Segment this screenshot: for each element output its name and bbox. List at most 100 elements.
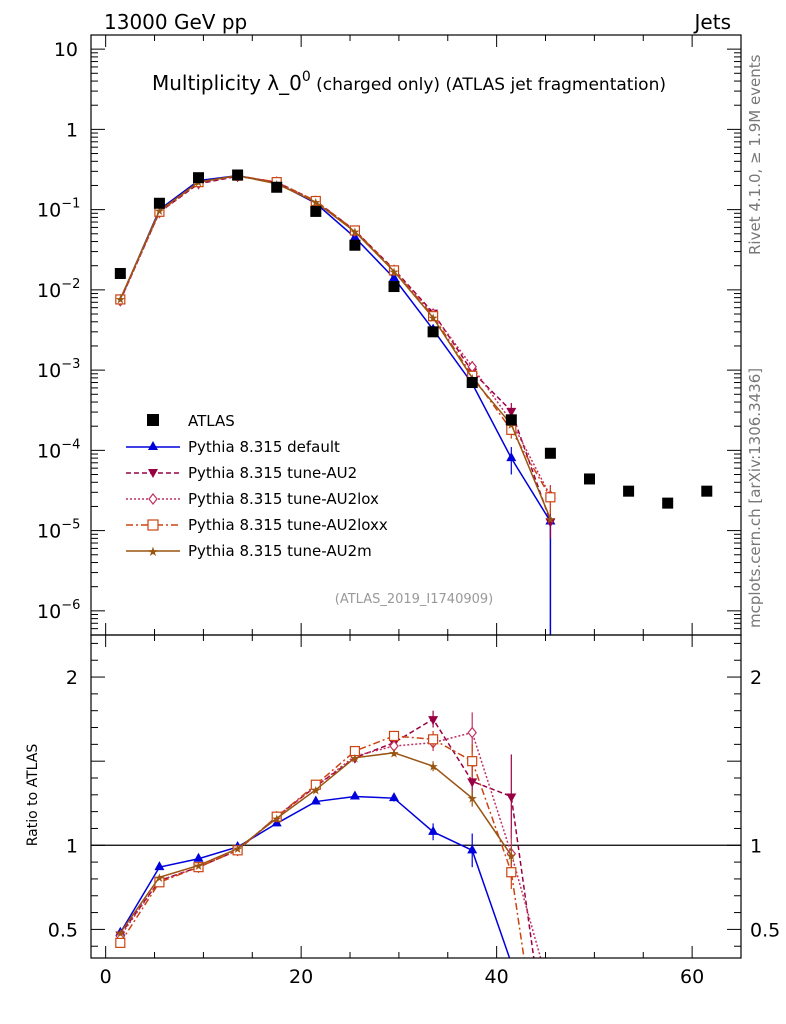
series-point-4: ★ — [154, 204, 165, 218]
legend-label-au2m: Pythia 8.315 tune-AU2m — [188, 542, 372, 560]
y-tick-base: 10 — [37, 521, 61, 543]
y-tick-label-ratio-left: 1 — [66, 835, 78, 857]
ratio-line-3 — [119, 735, 525, 958]
series-point-1 — [506, 407, 517, 417]
ratio-point-0 — [310, 795, 321, 805]
atlas-data-point — [349, 239, 361, 251]
ratio-point-3 — [115, 937, 126, 948]
series-point-4: ★ — [310, 196, 321, 210]
atlas-data-point — [114, 267, 126, 279]
legend-atlas-marker — [147, 414, 159, 426]
series-point-3 — [115, 294, 126, 305]
rivet-label: Rivet 4.1.0, ≥ 1.9M events — [746, 54, 764, 255]
ratio-line-2 — [119, 731, 542, 958]
energy-label: 13000 GeV pp — [104, 10, 247, 34]
series-point-4: ★ — [350, 225, 361, 239]
series-point-4: ★ — [389, 265, 400, 279]
atlas-data-point — [623, 485, 635, 497]
ratio-point-4: ★ — [350, 751, 361, 765]
x-tick-label: 20 — [289, 966, 313, 988]
y-tick-label-main: 10−1 — [37, 197, 80, 222]
series-point-3 — [349, 225, 361, 236]
atlas-data-point — [701, 485, 713, 497]
ratio-point-1 — [506, 793, 517, 803]
y-tick-exponent: −1 — [61, 197, 80, 212]
y-tick-label-main: 10−5 — [37, 518, 80, 543]
y-tick-base: 10 — [37, 440, 61, 462]
x-tick-label: 60 — [680, 966, 704, 988]
legend-entry-au2loxx: Pythia 8.315 tune-AU2loxx — [126, 516, 388, 534]
ratio-point-3 — [388, 730, 400, 742]
jets-label: Jets — [693, 10, 731, 34]
ratio-point-0 — [389, 792, 400, 802]
ratio-point-2 — [467, 726, 477, 739]
y-tick-exponent: −3 — [61, 357, 80, 372]
atlas-data-point — [505, 414, 517, 426]
ratio-point-0 — [193, 852, 204, 862]
atlas-data-point — [466, 377, 478, 389]
series-point-3 — [310, 195, 321, 207]
legend-entry-default: Pythia 8.315 default — [126, 438, 340, 456]
ratio-point-3 — [467, 756, 478, 767]
ratio-ylabel: Ratio to ATLAS — [25, 744, 41, 847]
atlas-data-point — [271, 181, 283, 193]
series-point-0 — [506, 452, 517, 462]
y-tick-label-ratio-right: 0.5 — [750, 919, 780, 941]
ratio-point-4: ★ — [467, 792, 478, 806]
y-tick-label-main: 10−3 — [37, 357, 80, 382]
legend-entry-au2: Pythia 8.315 tune-AU2 — [126, 464, 357, 482]
y-tick-exponent: −4 — [61, 437, 80, 452]
ratio-point-4: ★ — [193, 859, 204, 873]
y-tick-label-ratio-right: 1 — [750, 835, 762, 857]
ratio-point-4: ★ — [389, 746, 400, 760]
legend-label-au2: Pythia 8.315 tune-AU2 — [188, 464, 357, 482]
y-tick-label-ratio-left: 2 — [66, 667, 78, 689]
series-line-4 — [119, 174, 552, 520]
atlas-data-point — [310, 205, 322, 217]
y-tick-exponent: −2 — [61, 277, 80, 292]
x-tick-label: 40 — [485, 966, 509, 988]
y-tick-exponent: −6 — [61, 598, 80, 613]
ratio-point-0 — [467, 844, 478, 854]
title-suffix: (charged only) (ATLAS jet fragmentation) — [311, 75, 666, 95]
series-point-0 — [389, 272, 400, 282]
ratio-point-4: ★ — [428, 760, 439, 774]
ratio-frame — [90, 634, 742, 959]
main-plot-marks: ★★★★★★★★★★★★ — [114, 169, 713, 635]
atlas-data-point — [583, 473, 595, 485]
legend-label-default: Pythia 8.315 default — [188, 438, 340, 456]
ratio-point-4: ★ — [154, 871, 165, 885]
series-point-3 — [428, 311, 439, 322]
y-tick-base: 10 — [37, 601, 61, 623]
atlas-data-point — [544, 447, 556, 459]
legend-entry-au2lox: Pythia 8.315 tune-AU2lox — [126, 490, 379, 508]
legend: ATLAS Pythia 8.315 default Pythia 8.315 … — [126, 412, 388, 560]
legend-atlas-label: ATLAS — [188, 412, 235, 430]
y-tick-label-main: 10 — [54, 39, 78, 61]
legend-marker-default — [148, 441, 158, 450]
ratio-point-1 — [467, 778, 478, 788]
y-tick-label-main: 1 — [66, 119, 78, 141]
y-tick-base: 10 — [37, 360, 61, 382]
legend-marker-au2 — [148, 469, 158, 478]
legend-label-au2lox: Pythia 8.315 tune-AU2lox — [188, 490, 379, 508]
plot-title: Multiplicity λ_00 (charged only) (ATLAS … — [152, 69, 666, 95]
ratio-point-3 — [428, 734, 439, 745]
legend-entry-au2m: ★ Pythia 8.315 tune-AU2m — [126, 542, 372, 560]
ratio-point-0 — [428, 825, 439, 835]
y-tick-label-main: 10−6 — [37, 598, 80, 623]
y-tick-label-ratio-right: 2 — [750, 667, 762, 689]
series-point-4: ★ — [115, 292, 126, 306]
y-tick-base: 10 — [37, 280, 61, 302]
legend-label-au2loxx: Pythia 8.315 tune-AU2loxx — [188, 516, 388, 534]
atlas-data-point — [193, 172, 205, 184]
ratio-point-4: ★ — [232, 842, 243, 856]
legend-marker-au2m: ★ — [147, 545, 159, 560]
ratio-plot-marks: ★ ★ ★ ★ ★ ★ ★ ★ ★ ★ ★ — [91, 710, 741, 958]
ratio-point-4: ★ — [310, 783, 321, 797]
y-tick-label-ratio-left: 0.5 — [48, 919, 78, 941]
title-superscript: 0 — [302, 69, 311, 85]
